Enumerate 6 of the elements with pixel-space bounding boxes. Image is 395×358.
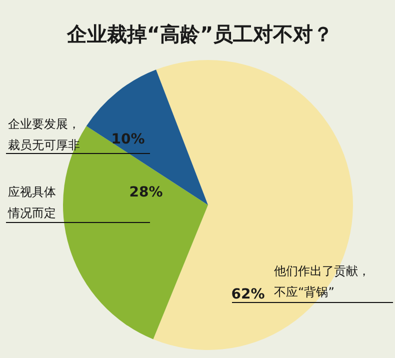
chart-title: 企业裁掉“高龄”员工对不对？ bbox=[66, 22, 334, 46]
data-label: 62% bbox=[231, 286, 265, 303]
slice-label: 应视具体情况而定 bbox=[7, 185, 56, 220]
slice-label: 他们作出了贡献，不应“背锅” bbox=[274, 264, 370, 300]
data-label: 28% bbox=[129, 184, 163, 201]
data-label: 10% bbox=[111, 132, 145, 148]
